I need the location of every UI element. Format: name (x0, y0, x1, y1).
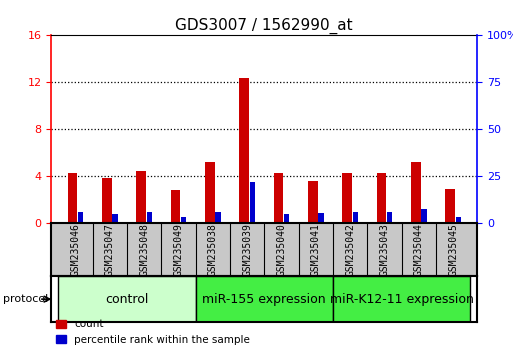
Bar (136, 171, 146, 223)
Bar (147, 212, 152, 223)
Bar (445, 189, 455, 223)
Bar (342, 173, 352, 223)
Text: GSM235046: GSM235046 (70, 223, 81, 276)
Text: GSM235042: GSM235042 (345, 223, 355, 276)
Bar (78, 212, 83, 223)
Text: GSM235049: GSM235049 (173, 223, 183, 276)
Bar (411, 162, 421, 223)
Bar (181, 217, 186, 223)
Text: GSM235040: GSM235040 (277, 223, 286, 276)
Text: GSM235047: GSM235047 (105, 223, 115, 276)
FancyBboxPatch shape (58, 276, 195, 322)
Text: miR-155 expression: miR-155 expression (203, 293, 326, 306)
Bar (205, 162, 214, 223)
Bar (319, 213, 324, 223)
Bar (68, 173, 77, 223)
Text: GSM235045: GSM235045 (448, 223, 458, 276)
Bar (387, 212, 392, 223)
Bar (421, 209, 427, 223)
Bar (352, 212, 358, 223)
Bar (284, 214, 289, 223)
Bar (215, 212, 221, 223)
Bar (456, 217, 461, 223)
Legend: count, percentile rank within the sample: count, percentile rank within the sample (51, 315, 254, 349)
Text: GSM235038: GSM235038 (208, 223, 218, 276)
Bar (171, 190, 180, 223)
Bar (240, 78, 249, 223)
FancyBboxPatch shape (333, 276, 470, 322)
Bar (250, 182, 255, 223)
Bar (377, 173, 386, 223)
Text: control: control (105, 293, 149, 306)
Text: GSM235043: GSM235043 (380, 223, 389, 276)
Text: protocol: protocol (3, 294, 48, 304)
FancyBboxPatch shape (195, 276, 333, 322)
Text: GSM235044: GSM235044 (413, 223, 424, 276)
Text: GSM235048: GSM235048 (139, 223, 149, 276)
Bar (308, 181, 318, 223)
Bar (102, 178, 112, 223)
Text: GSM235041: GSM235041 (311, 223, 321, 276)
Bar (273, 173, 283, 223)
Bar (112, 214, 117, 223)
Text: GSM235039: GSM235039 (242, 223, 252, 276)
Title: GDS3007 / 1562990_at: GDS3007 / 1562990_at (175, 18, 353, 34)
Text: miR-K12-11 expression: miR-K12-11 expression (330, 293, 473, 306)
